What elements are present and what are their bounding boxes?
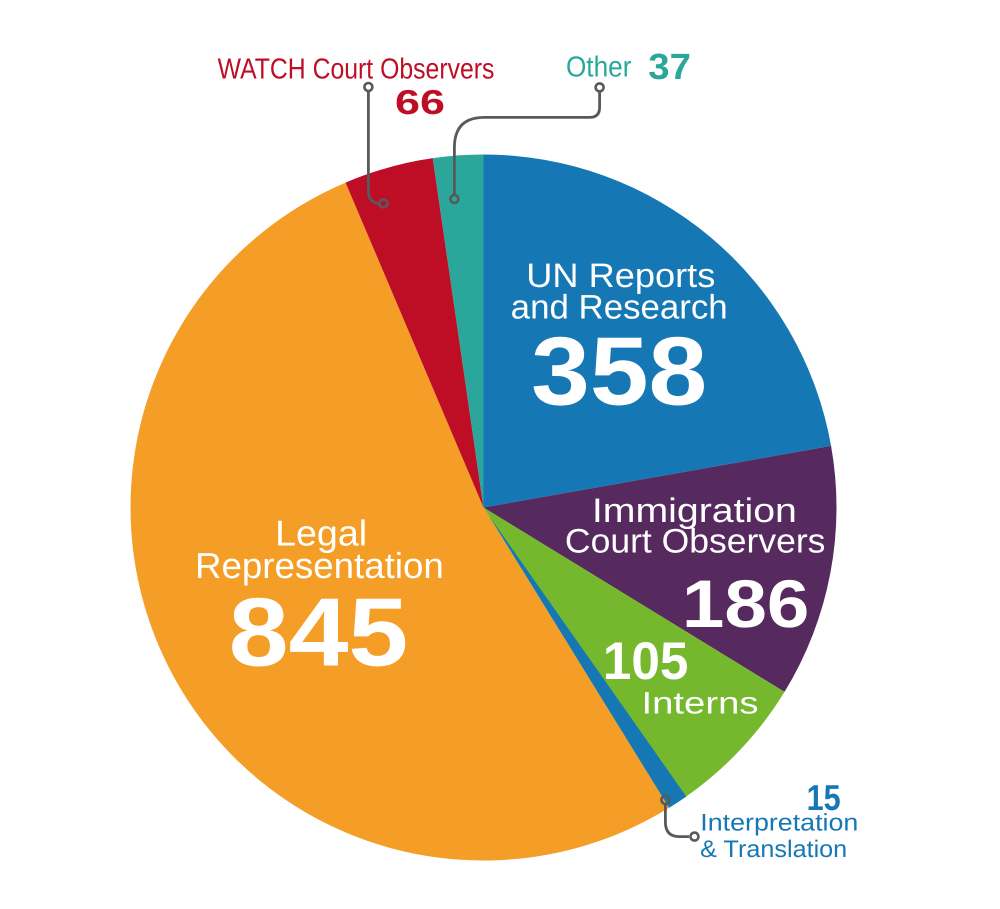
svg-text:Immigration: Immigration xyxy=(592,492,797,530)
svg-text:Court Observers: Court Observers xyxy=(565,523,826,561)
svg-text:66: 66 xyxy=(395,84,445,122)
svg-text:Interns: Interns xyxy=(642,686,759,721)
svg-text:Legal: Legal xyxy=(275,513,367,554)
svg-text:WATCH Court Observers: WATCH Court Observers xyxy=(218,54,495,86)
svg-text:845: 845 xyxy=(229,577,408,686)
svg-text:Other: Other xyxy=(566,52,632,84)
svg-text:& Translation: & Translation xyxy=(700,836,847,863)
svg-text:358: 358 xyxy=(531,316,707,425)
svg-text:UN Reports: UN Reports xyxy=(526,257,715,295)
svg-text:186: 186 xyxy=(682,567,810,642)
svg-text:and Research: and Research xyxy=(511,289,728,327)
svg-text:15: 15 xyxy=(807,777,841,818)
svg-text:Representation: Representation xyxy=(195,545,444,586)
svg-text:37: 37 xyxy=(648,46,691,87)
svg-text:Interpretation: Interpretation xyxy=(700,810,858,837)
svg-text:105: 105 xyxy=(603,632,689,691)
